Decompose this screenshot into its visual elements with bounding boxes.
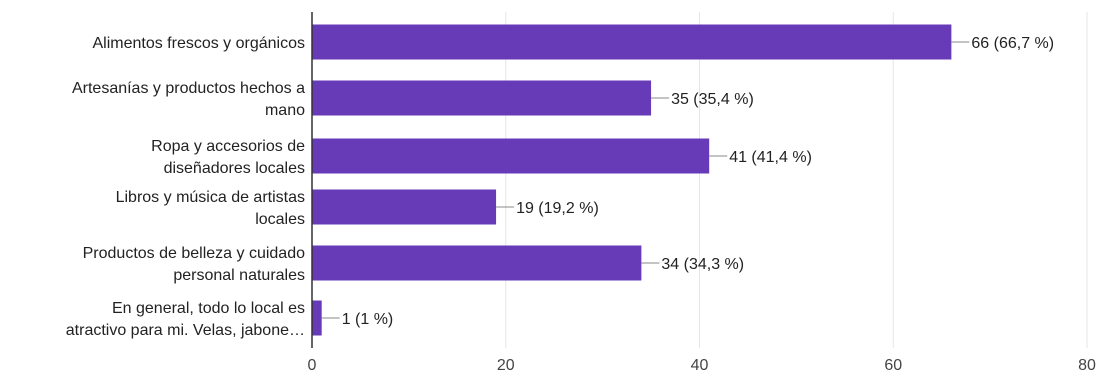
data-label: 34 (34,3 %)	[661, 256, 744, 273]
x-tick-label: 40	[691, 357, 709, 374]
data-label: 19 (19,2 %)	[516, 200, 599, 217]
bars	[312, 24, 952, 336]
gridlines	[505, 12, 1088, 348]
bar	[312, 24, 952, 60]
category-label: Alimentos frescos y orgánicos	[92, 35, 305, 52]
x-tick-label: 60	[884, 357, 902, 374]
category-label: En general, todo lo local es atractivo pa…	[66, 300, 305, 339]
x-tick-label: 20	[497, 357, 515, 374]
bar	[312, 300, 322, 336]
data-label: 41 (41,4 %)	[729, 149, 812, 166]
category-label: Productos de belleza y cuidado personal n…	[83, 245, 305, 284]
labels: 0 20 40 60 80 66 (66,7 %) Alimentos frescos y …	[66, 35, 1096, 374]
category-label: Ropa y accesorios de diseñadores locales	[151, 138, 305, 177]
data-label: 66 (66,7 %)	[971, 35, 1054, 52]
bar	[312, 80, 652, 116]
x-tick-label: 0	[308, 357, 317, 374]
x-tick-label: 80	[1078, 357, 1096, 374]
bar	[312, 245, 642, 281]
bar	[312, 138, 710, 174]
data-label: 35 (35,4 %)	[671, 91, 754, 108]
category-label: Artesanías y productos hechos a mano	[72, 80, 305, 119]
category-label: Libros y música de artistas locales	[116, 189, 305, 228]
data-label: 1 (1 %)	[342, 311, 394, 328]
bar	[312, 189, 497, 225]
